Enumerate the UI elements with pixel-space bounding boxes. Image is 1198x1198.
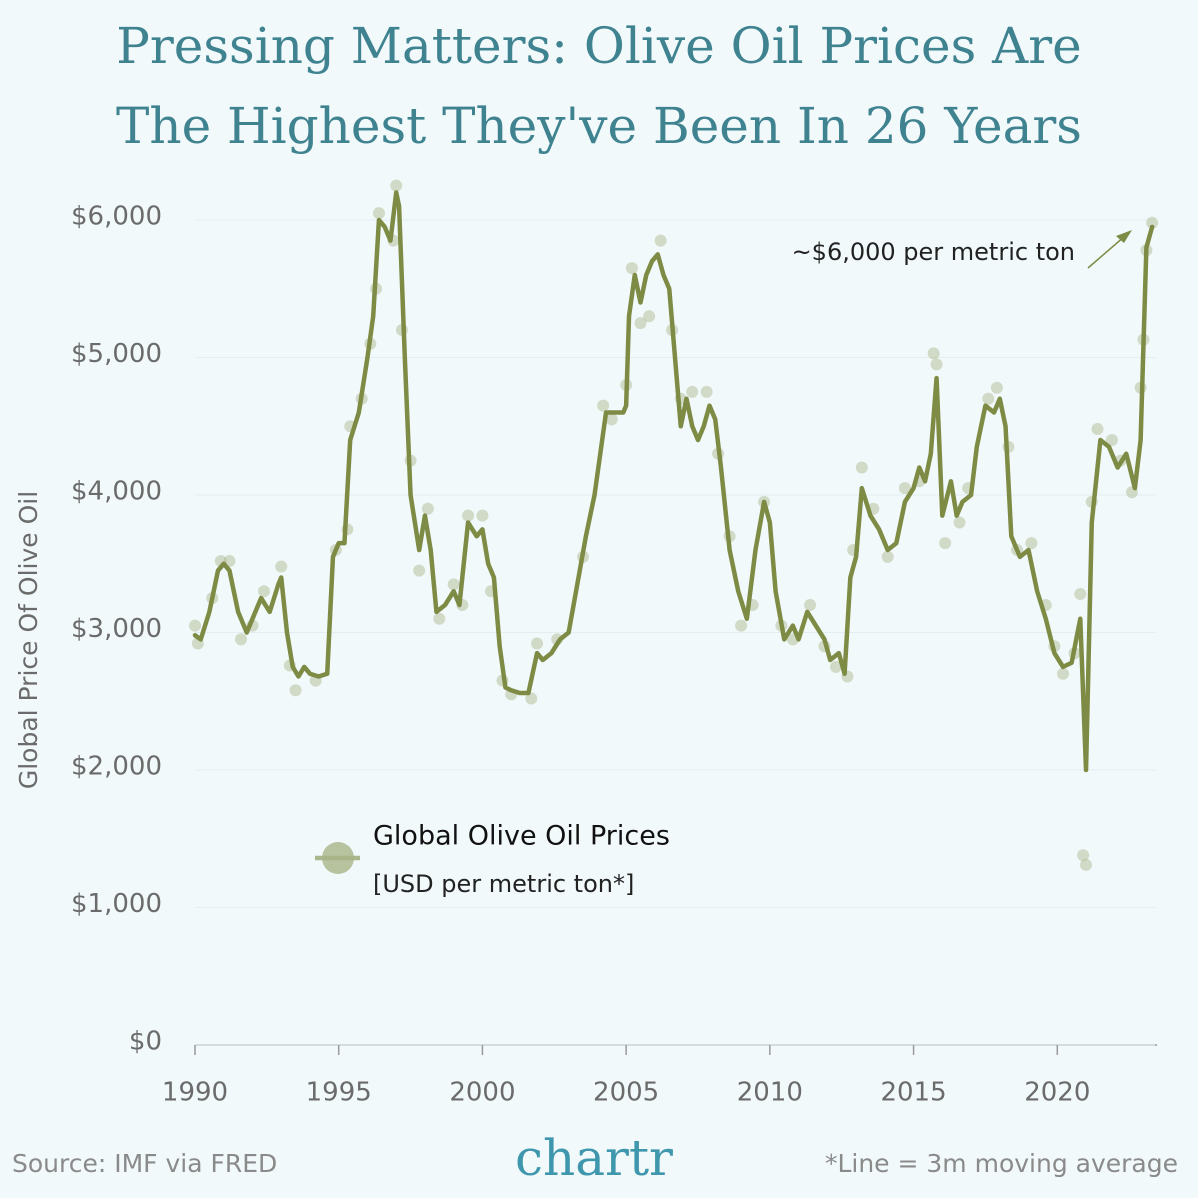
data-point (898, 482, 911, 495)
logo: chartr (515, 1129, 673, 1187)
footnote: *Line = 3m moving average (825, 1149, 1178, 1178)
data-point (433, 612, 446, 625)
data-point (390, 179, 403, 192)
data-point (953, 516, 966, 529)
annotation: ~$6,000 per metric ton (792, 238, 1075, 266)
data-point (1080, 858, 1093, 871)
data-point (531, 637, 544, 650)
y-tick-label: $4,000 (71, 477, 162, 507)
x-tick-label: 1990 (162, 1078, 228, 1108)
data-point (982, 392, 995, 405)
data-point (1077, 849, 1090, 862)
data-point (275, 560, 288, 573)
y-tick-label: $3,000 (71, 614, 162, 644)
grid (195, 219, 1155, 1046)
data-point (462, 509, 475, 522)
data-point (1057, 667, 1070, 680)
legend-label: Global Olive Oil Prices (373, 821, 670, 852)
legend-unit: [USD per metric ton*] (373, 870, 634, 898)
y-tick-label: $1,000 (71, 889, 162, 919)
chart-title: Pressing Matters: Olive Oil Prices Are (116, 17, 1081, 75)
data-point (413, 564, 426, 577)
data-point (634, 317, 647, 330)
series-line (192, 190, 1155, 773)
data-point (1025, 537, 1038, 550)
data-point (597, 399, 610, 412)
y-tick-label: $2,000 (71, 752, 162, 782)
data-point (735, 619, 748, 632)
legend-marker (322, 842, 354, 874)
x-tick-label: 2020 (1024, 1078, 1090, 1108)
data-point (700, 385, 713, 398)
data-point (939, 537, 952, 550)
data-point (289, 684, 302, 697)
data-point (927, 347, 940, 360)
data-point (234, 633, 247, 646)
data-point (447, 578, 460, 591)
data-point (990, 381, 1003, 394)
x-tick-label: 2015 (880, 1078, 946, 1108)
data-point (421, 502, 434, 515)
data-point (625, 262, 638, 275)
annotation-arrow (1087, 230, 1132, 269)
x-tick-label: 2010 (737, 1078, 803, 1108)
data-point (1105, 434, 1118, 446)
y-axis-label: Global Price Of Olive Oil (14, 491, 43, 789)
x-tick-label: 1995 (306, 1078, 372, 1108)
data-point (1091, 423, 1104, 435)
data-point (257, 585, 270, 598)
data-point (855, 461, 868, 474)
y-tick-label: $5,000 (71, 339, 162, 369)
y-tick-label: $0 (129, 1027, 162, 1057)
data-point (1146, 216, 1159, 229)
data-point (372, 207, 385, 220)
legend: Global Olive Oil Prices [USD per metric t… (315, 821, 670, 898)
data-point (654, 234, 667, 247)
data-point (189, 619, 201, 632)
data-point (525, 692, 538, 705)
data-point (476, 509, 489, 522)
data-point (804, 599, 817, 611)
chart-title: The Highest They've Been In 26 Years (116, 97, 1082, 155)
x-tick-label: 2005 (593, 1078, 659, 1108)
data-point (1074, 588, 1087, 600)
data-point (686, 385, 699, 398)
data-point (930, 358, 943, 371)
y-tick-label: $6,000 (71, 202, 162, 232)
data-point (829, 660, 842, 673)
x-tick-label: 2000 (449, 1078, 515, 1108)
data-point (605, 413, 618, 426)
data-point (643, 310, 656, 323)
source: Source: IMF via FRED (12, 1149, 277, 1178)
data-point (881, 550, 894, 563)
